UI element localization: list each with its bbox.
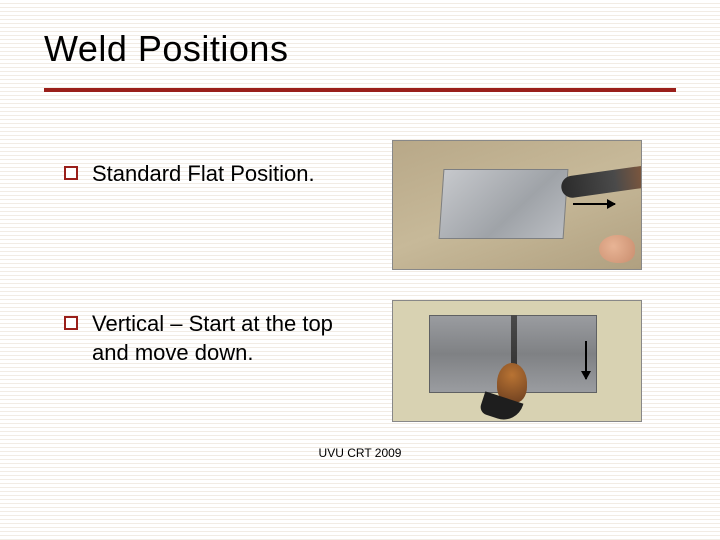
bullet-marker-icon xyxy=(64,316,78,330)
title-block: Weld Positions xyxy=(0,0,720,78)
slide-content: Weld Positions Standard Flat Position. V… xyxy=(0,0,720,480)
body-area: Standard Flat Position. Vertical – Start… xyxy=(0,120,720,480)
arrow-down-icon xyxy=(585,341,587,379)
title-underline xyxy=(44,88,676,92)
bullet-marker-icon xyxy=(64,166,78,180)
slide-title: Weld Positions xyxy=(44,28,676,70)
photo-vertical-position xyxy=(392,300,642,422)
bullet-item: Vertical – Start at the top and move dow… xyxy=(64,310,364,367)
footer-text: UVU CRT 2009 xyxy=(0,446,720,460)
photo-flat-position xyxy=(392,140,642,270)
arrow-right-icon xyxy=(573,203,615,205)
photo-metal-plate xyxy=(439,169,569,239)
photo-hand xyxy=(599,235,635,263)
bullet-item: Standard Flat Position. xyxy=(64,160,364,189)
bullet-text: Vertical – Start at the top and move dow… xyxy=(92,310,364,367)
bullet-text: Standard Flat Position. xyxy=(92,160,315,189)
